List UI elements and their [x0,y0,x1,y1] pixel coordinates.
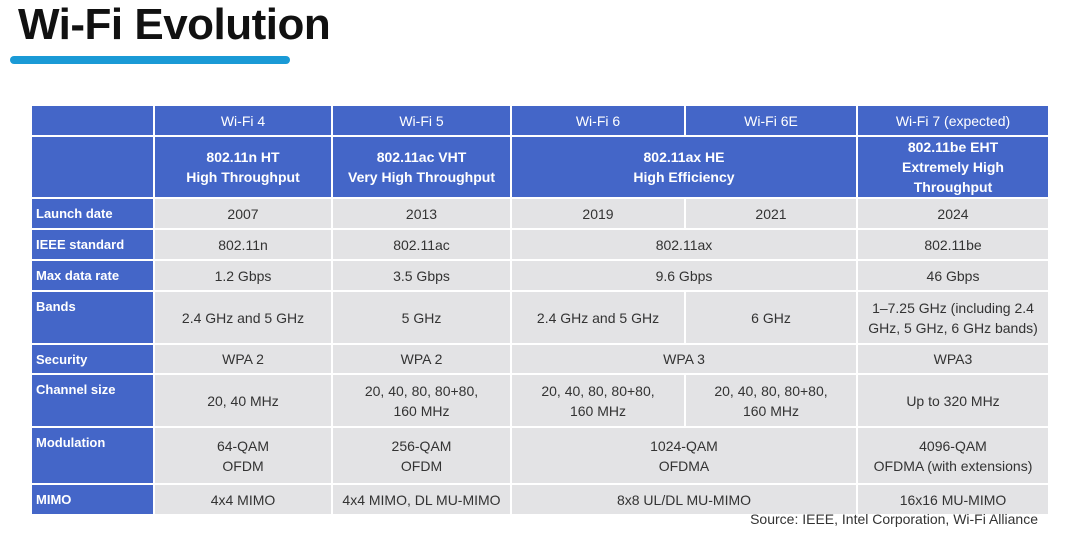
corner-cell [30,104,155,137]
table-row: 802.11n HT High Throughput 802.11ac VHT Ver… [30,135,1050,199]
row-label: Bands [30,290,155,345]
cell-line: Very High Throughput [348,169,495,185]
cell-line: 256-QAM [391,437,452,454]
cell-line: 802.11ax HE [643,149,725,165]
table-cell: 46 Gbps [856,259,1050,292]
table-cell: 802.11ac [331,228,512,261]
table-cell: 3.5 Gbps [331,259,512,292]
table-cell: 2019 [510,197,686,230]
generation-header: Wi-Fi 7 (expected) [856,104,1050,137]
cell-line: High Throughput [186,169,300,185]
cell-line: High Efficiency [633,169,735,185]
table-cell: 16x16 MU-MIMO [856,483,1050,516]
row-label: Max data rate [30,259,155,292]
table-row: Bands 2.4 GHz and 5 GHz 5 GHz 2.4 GHz and 5… [30,290,1050,345]
table-cell: 2.4 GHz and 5 GHz [510,290,686,345]
source-note: Source: IEEE, Intel Corporation, Wi-Fi A… [750,511,1038,527]
cell-line: 20, 40, 80, 80+80, [541,382,655,399]
table-cell: WPA 2 [153,343,333,375]
table-row: Launch date 2007 2013 2019 2021 2024 [30,197,1050,230]
table-row: Modulation 64-QAM OFDM 256-QAM OFDM 1024-QAM O… [30,426,1050,485]
generation-header: Wi-Fi 6 [510,104,686,137]
cell-line: 4096-QAM [919,437,987,454]
title-underline [10,56,290,64]
cell-line: 802.11ac VHT [376,149,467,165]
generation-header: Wi-Fi 5 [331,104,512,137]
table-cell: 802.11n [153,228,333,261]
table-row: IEEE standard 802.11n 802.11ac 802.11ax 802.… [30,228,1050,261]
table-cell: 20, 40, 80, 80+80, 160 MHz [510,373,686,428]
corner-cell [30,135,155,199]
table-row: Security WPA 2 WPA 2 WPA 3 WPA3 [30,343,1050,375]
table-cell: 20, 40, 80, 80+80, 160 MHz [684,373,858,428]
table-cell: Up to 320 MHz [856,373,1050,428]
table-cell: 20, 40, 80, 80+80, 160 MHz [331,373,512,428]
comparison-table: Wi-Fi 4 Wi-Fi 5 Wi-Fi 6 Wi-Fi 6E Wi-Fi 7 (ex… [30,104,1050,516]
table-row: Max data rate 1.2 Gbps 3.5 Gbps 9.6 Gbps 46 … [30,259,1050,292]
cell-line: Extremely High Throughput [902,159,1004,195]
table-cell: WPA 3 [510,343,858,375]
table-cell: 2024 [856,197,1050,230]
table-cell: 2.4 GHz and 5 GHz [153,290,333,345]
table-cell: 2013 [331,197,512,230]
cell-line: 802.11n HT [206,149,280,165]
row-label: IEEE standard [30,228,155,261]
standard-header: 802.11be EHT Extremely High Throughput [856,135,1050,199]
cell-line: 1024-QAM [650,437,718,454]
table-cell: 1–7.25 GHz (including 2.4 GHz, 5 GHz, 6 G… [856,290,1050,345]
row-label: Security [30,343,155,375]
cell-line: OFDM [222,457,264,474]
table-cell: 2021 [684,197,858,230]
table-row: MIMO 4x4 MIMO 4x4 MIMO, DL MU-MIMO 8x8 UL/D… [30,483,1050,516]
standard-header: 802.11ac VHT Very High Throughput [331,135,512,199]
standard-header: 802.11n HT High Throughput [153,135,333,199]
table-cell: 20, 40 MHz [153,373,333,428]
cell-line: 160 MHz [569,402,627,419]
generation-header: Wi-Fi 6E [684,104,858,137]
cell-line: OFDMA (with extensions) [873,457,1033,474]
table-cell: 2007 [153,197,333,230]
generation-header: Wi-Fi 4 [153,104,333,137]
table-cell: 4096-QAM OFDMA (with extensions) [856,426,1050,485]
cell-line: 20, 40, 80, 80+80, [364,382,479,399]
table-row: Channel size 20, 40 MHz 20, 40, 80, 80+80,… [30,373,1050,428]
table-cell: 64-QAM OFDM [153,426,333,485]
cell-line: 20, 40, 80, 80+80, [714,382,828,399]
cell-line: 1–7.25 GHz (including 2.4 [872,299,1034,316]
cell-line: 802.11be EHT [907,139,999,155]
standard-header: 802.11ax HE High Efficiency [510,135,858,199]
table-cell: 802.11be [856,228,1050,261]
cell-line: 160 MHz [742,402,800,419]
row-label: Channel size [30,373,155,428]
cell-line: OFDM [400,457,443,474]
title: Wi-Fi Evolution [18,0,331,49]
row-label: Modulation [30,426,155,485]
table-cell: 4x4 MIMO [153,483,333,516]
table-cell: 1.2 Gbps [153,259,333,292]
table-cell: WPA 2 [331,343,512,375]
table-cell: 1024-QAM OFDMA [510,426,858,485]
cell-line: 64-QAM [216,437,270,454]
table-cell: WPA3 [856,343,1050,375]
table-cell: 4x4 MIMO, DL MU-MIMO [331,483,512,516]
cell-line: 160 MHz [393,402,450,419]
table-cell: 9.6 Gbps [510,259,858,292]
table-cell: 6 GHz [684,290,858,345]
cell-line: OFDMA [658,457,710,474]
table-cell: 8x8 UL/DL MU-MIMO [510,483,858,516]
table-row: Wi-Fi 4 Wi-Fi 5 Wi-Fi 6 Wi-Fi 6E Wi-Fi 7 (ex… [30,104,1050,137]
table-cell: 256-QAM OFDM [331,426,512,485]
row-label: Launch date [30,197,155,230]
table-cell: 802.11ax [510,228,858,261]
table-cell: 5 GHz [331,290,512,345]
cell-line: GHz, 5 GHz, 6 GHz bands) [868,319,1038,336]
row-label: MIMO [30,483,155,516]
